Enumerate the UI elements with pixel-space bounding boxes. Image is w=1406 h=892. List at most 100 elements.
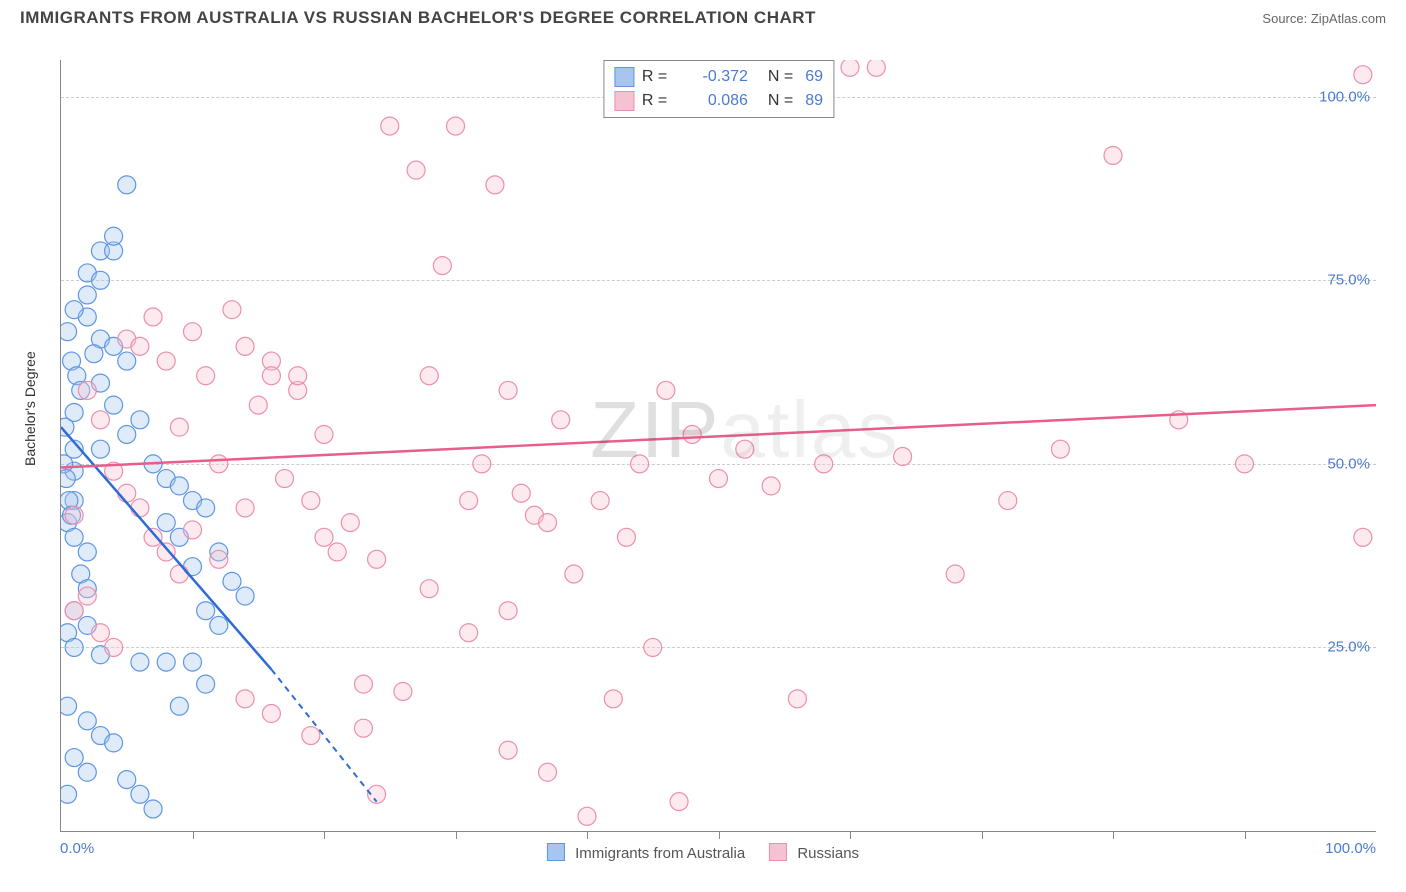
data-point — [381, 117, 399, 135]
data-point — [657, 381, 675, 399]
data-point — [841, 60, 859, 76]
data-point — [999, 492, 1017, 510]
data-point — [118, 352, 136, 370]
data-point — [354, 675, 372, 693]
data-point — [157, 514, 175, 532]
data-point — [289, 367, 307, 385]
x-axis-max-label: 100.0% — [1325, 840, 1376, 857]
data-point — [867, 60, 885, 76]
data-point — [683, 425, 701, 443]
data-point — [184, 323, 202, 341]
data-point — [131, 653, 149, 671]
data-point — [131, 337, 149, 355]
x-tick — [1245, 831, 1246, 839]
data-point — [170, 477, 188, 495]
data-point — [236, 690, 254, 708]
r-value-australia: -0.372 — [678, 68, 748, 86]
data-point — [91, 271, 109, 289]
n-value-australia: 69 — [805, 68, 823, 86]
data-point — [65, 638, 83, 656]
data-point — [262, 705, 280, 723]
data-point — [170, 565, 188, 583]
data-point — [184, 653, 202, 671]
data-point — [78, 587, 96, 605]
data-point — [65, 749, 83, 767]
data-point — [131, 411, 149, 429]
source-label: Source: — [1262, 11, 1307, 26]
data-point — [276, 470, 294, 488]
data-point — [762, 477, 780, 495]
data-point — [144, 308, 162, 326]
data-point — [512, 484, 530, 502]
chart-title: IMMIGRANTS FROM AUSTRALIA VS RUSSIAN BAC… — [20, 8, 816, 28]
data-point — [815, 455, 833, 473]
data-point — [433, 257, 451, 275]
data-point — [420, 367, 438, 385]
data-point — [1104, 146, 1122, 164]
data-point — [210, 455, 228, 473]
x-tick — [193, 831, 194, 839]
data-point — [61, 697, 77, 715]
legend-row-russians: R = 0.086 N = 89 — [614, 89, 823, 113]
data-point — [604, 690, 622, 708]
data-point — [144, 800, 162, 818]
data-point — [460, 492, 478, 510]
data-point — [197, 499, 215, 517]
n-value-russians: 89 — [805, 92, 823, 110]
correlation-legend: R = -0.372 N = 69 R = 0.086 N = 89 — [603, 60, 834, 118]
legend-row-australia: R = -0.372 N = 69 — [614, 65, 823, 89]
data-point — [539, 763, 557, 781]
data-point — [473, 455, 491, 473]
data-point — [184, 521, 202, 539]
data-point — [105, 396, 123, 414]
data-point — [368, 550, 386, 568]
x-axis-min-label: 0.0% — [60, 840, 94, 857]
data-point — [105, 227, 123, 245]
data-point — [499, 602, 517, 620]
data-point — [710, 470, 728, 488]
data-point — [105, 638, 123, 656]
data-point — [78, 712, 96, 730]
data-point — [91, 624, 109, 642]
x-tick — [850, 831, 851, 839]
source-link[interactable]: ZipAtlas.com — [1311, 11, 1386, 26]
data-point — [407, 161, 425, 179]
data-point — [157, 352, 175, 370]
data-point — [78, 543, 96, 561]
data-point — [591, 492, 609, 510]
x-tick — [1113, 831, 1114, 839]
data-point — [460, 624, 478, 642]
data-point — [78, 286, 96, 304]
data-point — [499, 741, 517, 759]
data-point — [223, 301, 241, 319]
legend-item-australia: Immigrants from Australia — [547, 843, 745, 862]
data-point — [78, 381, 96, 399]
data-point — [236, 587, 254, 605]
data-point — [65, 602, 83, 620]
data-point — [315, 425, 333, 443]
data-point — [736, 440, 754, 458]
legend-swatch-russians — [614, 91, 634, 111]
data-point — [105, 734, 123, 752]
r-value-russians: 0.086 — [678, 92, 748, 110]
data-point — [61, 470, 75, 488]
data-point — [85, 345, 103, 363]
data-point — [1354, 66, 1372, 84]
legend-swatch-icon — [769, 843, 787, 861]
data-point — [131, 499, 149, 517]
data-point — [118, 176, 136, 194]
legend-item-russians: Russians — [769, 843, 859, 862]
data-point — [302, 492, 320, 510]
data-point — [644, 638, 662, 656]
x-tick — [587, 831, 588, 839]
data-point — [1354, 528, 1372, 546]
data-point — [170, 697, 188, 715]
data-point — [197, 602, 215, 620]
title-bar: IMMIGRANTS FROM AUSTRALIA VS RUSSIAN BAC… — [0, 0, 1406, 32]
data-point — [197, 367, 215, 385]
data-point — [262, 367, 280, 385]
data-point — [631, 455, 649, 473]
data-point — [65, 528, 83, 546]
data-point — [486, 176, 504, 194]
data-point — [249, 396, 267, 414]
